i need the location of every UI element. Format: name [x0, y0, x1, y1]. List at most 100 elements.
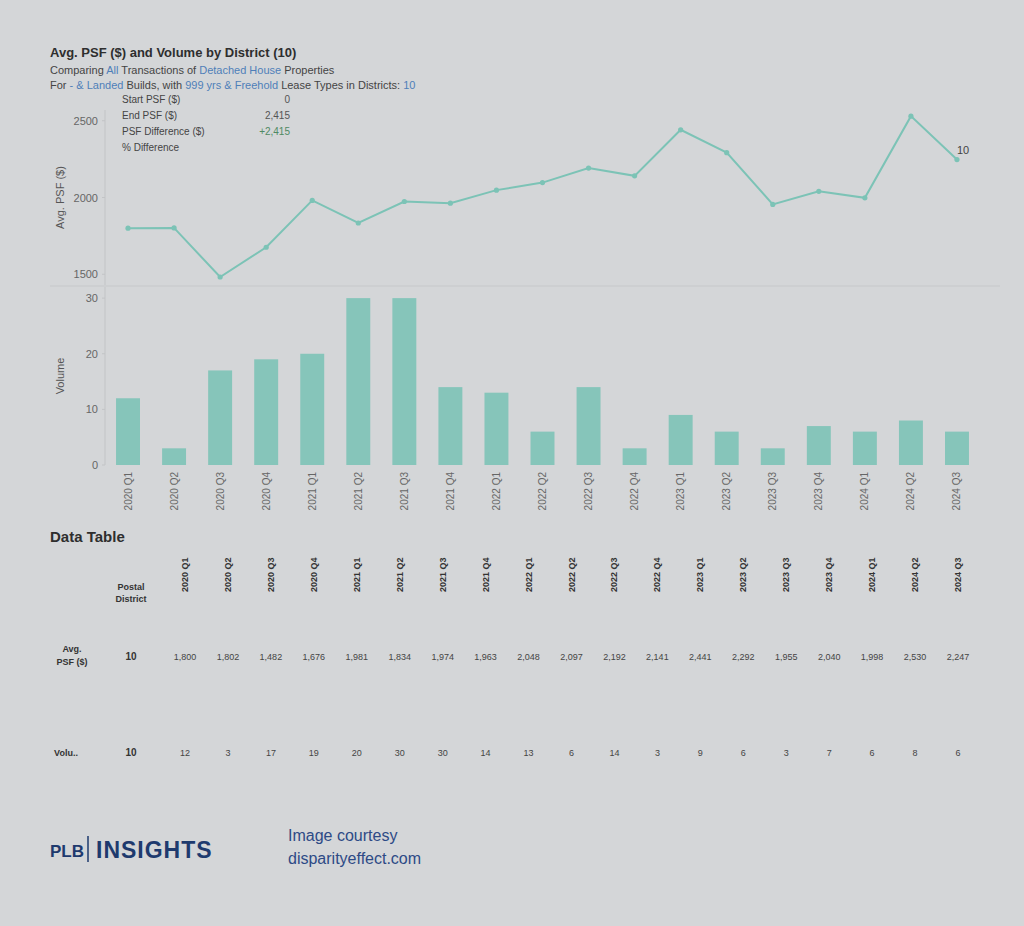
x-tick-label: 2021 Q3 [399, 472, 410, 511]
table-cell: 13 [524, 748, 534, 758]
table-cell: 2,040 [818, 652, 841, 662]
bar [669, 415, 693, 465]
x-tick-label: 2021 Q1 [307, 472, 318, 511]
bar [484, 393, 508, 465]
x-tick-label: 2024 Q3 [951, 472, 962, 511]
stat-value: +2,415 [259, 126, 290, 137]
bar [162, 448, 186, 465]
bar [392, 298, 416, 465]
y-tick-label: 10 [86, 403, 98, 415]
subtitle-segment: 10 [403, 79, 415, 91]
table-column-header: 2023 Q1 [695, 557, 705, 592]
subtitle-line: For - & Landed Builds, with 999 yrs & Fr… [50, 79, 415, 91]
table-column-header: 2024 Q1 [867, 557, 877, 592]
point [171, 225, 176, 230]
stat-label: PSF Difference ($) [122, 126, 205, 137]
x-tick-label: 2024 Q2 [905, 472, 916, 511]
bar [300, 354, 324, 465]
subtitle-line: Comparing All Transactions of Detached H… [50, 64, 335, 76]
line-chart: 150020002500Avg. PSF ($)10 [54, 110, 969, 285]
table-column-header: 2020 Q1 [180, 557, 190, 592]
stat-label: % Difference [122, 142, 180, 153]
x-tick-label: 2023 Q1 [675, 472, 686, 511]
point [724, 150, 729, 155]
table-row-label: Volu.. [54, 748, 78, 758]
bar [577, 387, 601, 465]
point [908, 114, 913, 119]
marks [116, 298, 969, 465]
bar [761, 448, 785, 465]
table-cell: 6 [741, 748, 746, 758]
bar [438, 387, 462, 465]
table-cell: 14 [481, 748, 491, 758]
y-tick [102, 120, 105, 121]
table-cell: 9 [698, 748, 703, 758]
bar [208, 370, 232, 465]
stat-label: End PSF ($) [122, 110, 177, 121]
table-column-header: 2022 Q3 [609, 557, 619, 592]
table-row-label: Avg. PSF ($) [56, 644, 87, 667]
bar [807, 426, 831, 465]
table-cell: 6 [955, 748, 960, 758]
table-column-header: 2022 Q1 [524, 557, 534, 592]
y-tick-label: 1500 [74, 268, 98, 280]
bar [623, 448, 647, 465]
table-column-header: 2023 Q3 [781, 557, 791, 592]
table-cell: 20 [352, 748, 362, 758]
subtitle-segment: Detached House [199, 64, 281, 76]
subtitle-segment: Properties [281, 64, 335, 76]
table-district: 10 [125, 747, 137, 758]
table-row-label-line: Avg. [62, 644, 81, 654]
table-cell: 6 [569, 748, 574, 758]
y-tick [102, 409, 105, 410]
table-cell: 1,676 [303, 652, 326, 662]
point [816, 189, 821, 194]
subtitle-segment: All [106, 64, 118, 76]
x-tick-label: 2020 Q2 [169, 472, 180, 511]
table-cell: 3 [655, 748, 660, 758]
table-cell: 30 [395, 748, 405, 758]
page: Avg. PSF ($) and Volume by District (10)… [0, 0, 1024, 926]
y-axis-label: Avg. PSF ($) [54, 166, 66, 229]
table-row-label-line: PSF ($) [56, 657, 87, 667]
table-column-header: 2024 Q2 [910, 557, 920, 592]
point [310, 198, 315, 203]
table-column-header: 2020 Q4 [309, 557, 319, 592]
table-district: 10 [125, 651, 137, 662]
table-column-header: 2022 Q4 [652, 557, 662, 592]
bar [346, 298, 370, 465]
point [494, 188, 499, 193]
x-tick-label: 2023 Q3 [767, 472, 778, 511]
point [632, 173, 637, 178]
bar [254, 359, 278, 465]
table-column-header: 2020 Q3 [266, 557, 276, 592]
bar-chart: 0102030Volume2020 Q12020 Q22020 Q32020 Q… [54, 287, 969, 510]
table-cell: 2,441 [689, 652, 712, 662]
brand-divider [87, 836, 89, 862]
bar [899, 421, 923, 466]
series-label: 10 [957, 144, 969, 156]
x-tick-label: 2021 Q4 [445, 472, 456, 511]
table-cell: 1,998 [861, 652, 884, 662]
table-column-header: 2020 Q2 [223, 557, 233, 592]
point [264, 245, 269, 250]
point [770, 202, 775, 207]
point [448, 201, 453, 206]
title: Avg. PSF ($) and Volume by District (10) [50, 45, 296, 60]
subtitle-segment: Builds, with [123, 79, 185, 91]
point [586, 165, 591, 170]
x-tick-label: 2020 Q3 [215, 472, 226, 511]
table-cell: 3 [225, 748, 230, 758]
table-corner: PostalDistrict [115, 582, 146, 604]
table-column-header: 2021 Q4 [481, 557, 491, 592]
subtitle-segment: Comparing [50, 64, 106, 76]
table-cell: 2,048 [517, 652, 540, 662]
subtitle-segment: 999 yrs & Freehold [185, 79, 278, 91]
table-cell: 2,292 [732, 652, 755, 662]
table-column-header: 2022 Q2 [567, 557, 577, 592]
table-cell: 12 [180, 748, 190, 758]
y-tick-label: 20 [86, 348, 98, 360]
subtitle-segment: - & Landed [70, 79, 124, 91]
credit: disparityeffect.com [288, 850, 421, 867]
table-column-header: 2021 Q3 [438, 557, 448, 592]
